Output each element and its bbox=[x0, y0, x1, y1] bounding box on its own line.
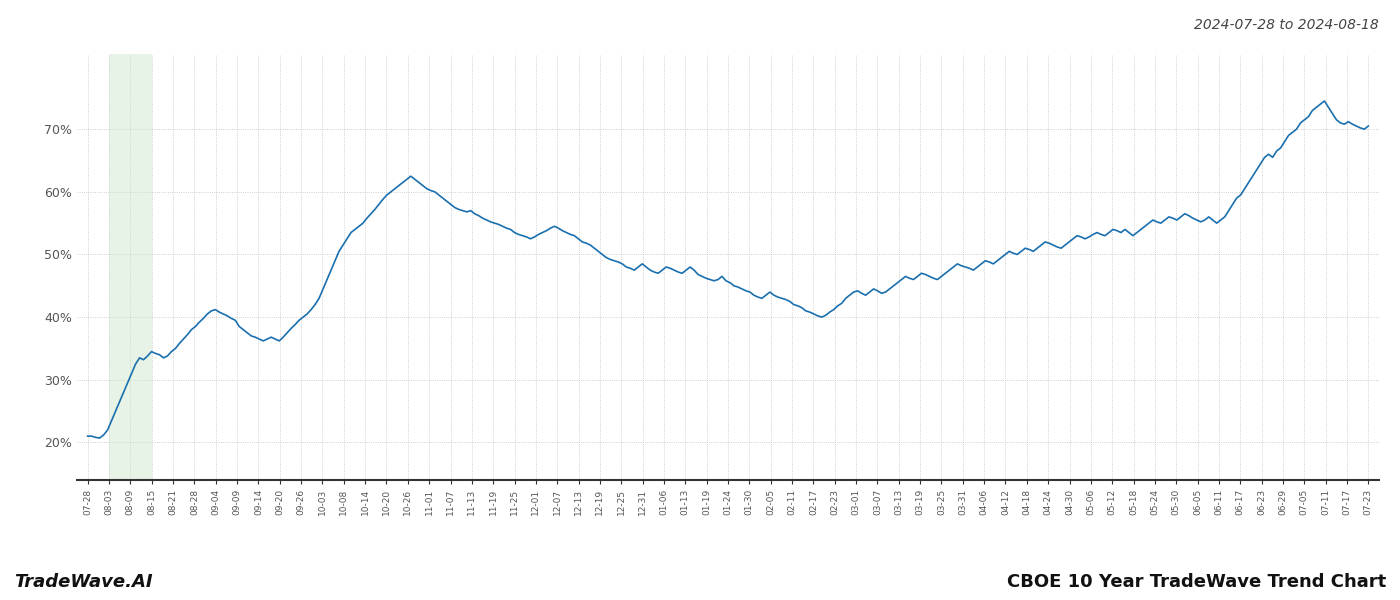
Text: TradeWave.AI: TradeWave.AI bbox=[14, 573, 153, 591]
Text: CBOE 10 Year TradeWave Trend Chart: CBOE 10 Year TradeWave Trend Chart bbox=[1007, 573, 1386, 591]
Text: 2024-07-28 to 2024-08-18: 2024-07-28 to 2024-08-18 bbox=[1194, 18, 1379, 32]
Bar bbox=[109, 54, 151, 480]
